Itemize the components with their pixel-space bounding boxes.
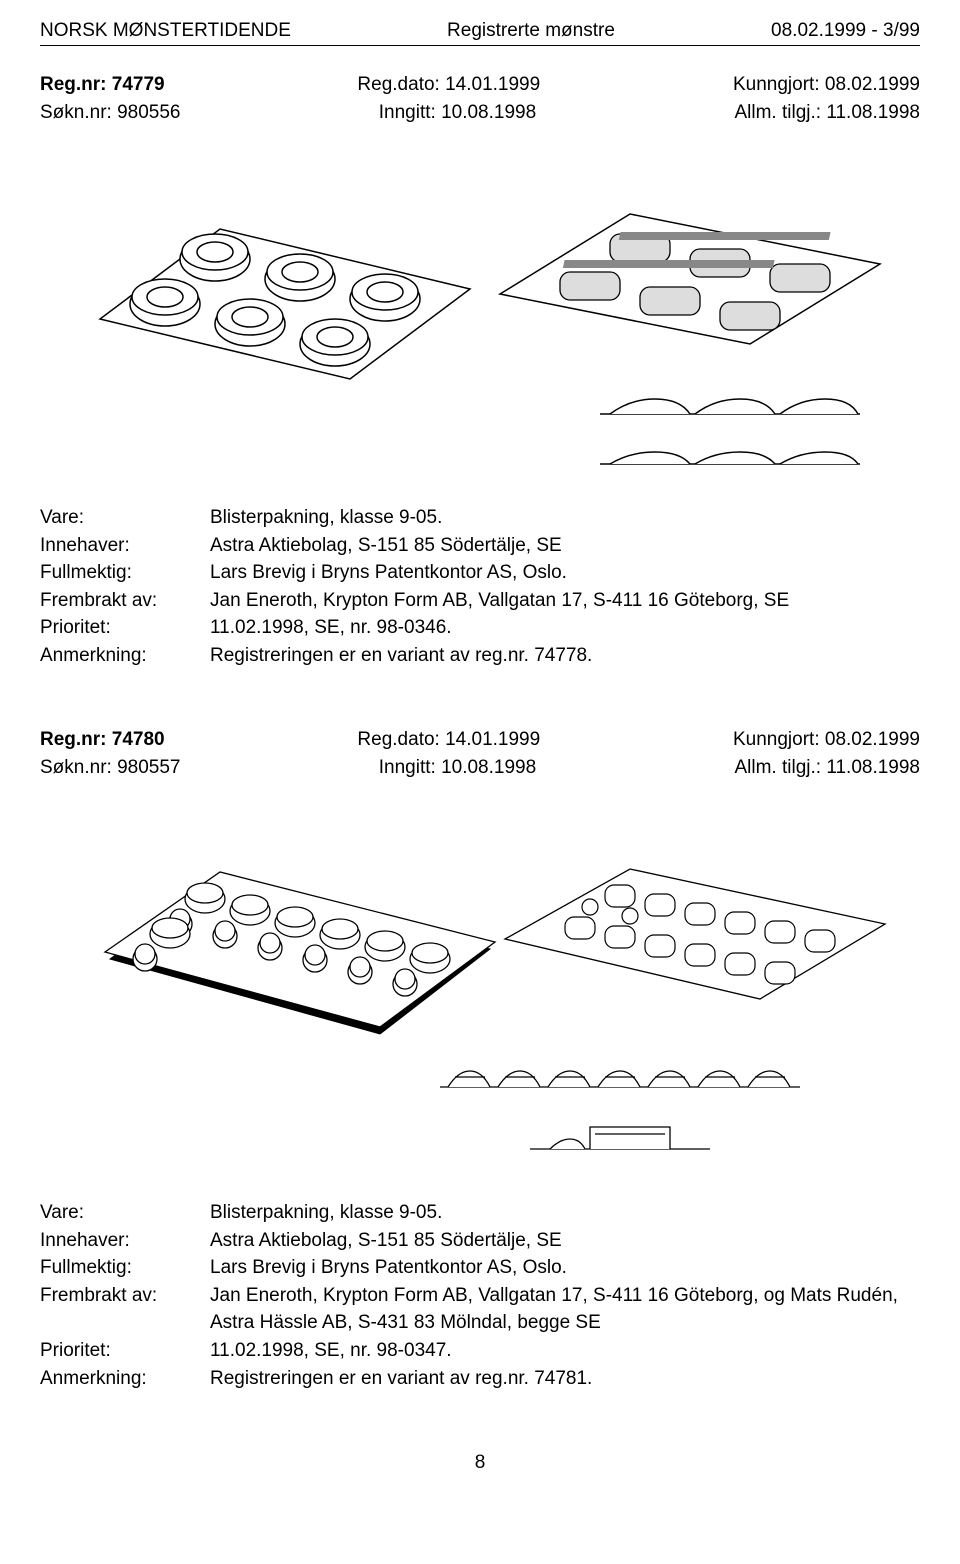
prioritet-label: Prioritet: xyxy=(40,614,210,642)
entry-1-figure xyxy=(40,144,920,474)
anmerkning-label: Anmerkning: xyxy=(40,1365,210,1393)
header-center: Registrerte mønstre xyxy=(447,20,615,42)
inngitt: Inngitt: 10.08.1998 xyxy=(379,102,536,124)
header-left: NORSK MØNSTERTIDENDE xyxy=(40,20,291,42)
kunngjort: Kunngjort: 08.02.1999 xyxy=(733,729,920,751)
entry-2-heading: Reg.nr: 74780 Reg.dato: 14.01.1999 Kunng… xyxy=(40,729,920,751)
frembrakt-label: Frembrakt av: xyxy=(40,587,210,615)
regdato: Reg.dato: 14.01.1999 xyxy=(357,729,540,751)
entry-2-figure xyxy=(40,799,920,1169)
innehaver-label: Innehaver: xyxy=(40,532,210,560)
frembrakt-value: Jan Eneroth, Krypton Form AB, Vallgatan … xyxy=(210,587,920,615)
header-right: 08.02.1999 - 3/99 xyxy=(771,20,920,42)
innehaver-value: Astra Aktiebolag, S-151 85 Södertälje, S… xyxy=(210,532,920,560)
inngitt: Inngitt: 10.08.1998 xyxy=(379,757,536,779)
entry-1-details: Vare:Blisterpakning, klasse 9-05. Inneha… xyxy=(40,504,920,669)
kunngjort: Kunngjort: 08.02.1999 xyxy=(733,74,920,96)
blister-pack-illustration-2 xyxy=(60,799,900,1169)
soknr: Søkn.nr: 980557 xyxy=(40,757,180,779)
fullmektig-value: Lars Brevig i Bryns Patentkontor AS, Osl… xyxy=(210,1254,920,1282)
entry-2-details: Vare:Blisterpakning, klasse 9-05. Inneha… xyxy=(40,1199,920,1392)
soknr: Søkn.nr: 980556 xyxy=(40,102,180,124)
blister-pack-illustration-1 xyxy=(60,144,900,474)
vare-value: Blisterpakning, klasse 9-05. xyxy=(210,504,920,532)
entry-1-heading: Reg.nr: 74779 Reg.dato: 14.01.1999 Kunng… xyxy=(40,74,920,96)
vare-value: Blisterpakning, klasse 9-05. xyxy=(210,1199,920,1227)
frembrakt-label: Frembrakt av: xyxy=(40,1282,210,1337)
prioritet-value: 11.02.1998, SE, nr. 98-0347. xyxy=(210,1337,920,1365)
innehaver-value: Astra Aktiebolag, S-151 85 Södertälje, S… xyxy=(210,1227,920,1255)
entry-2-subheading: Søkn.nr: 980557 Inngitt: 10.08.1998 Allm… xyxy=(40,757,920,779)
entry-1-subheading: Søkn.nr: 980556 Inngitt: 10.08.1998 Allm… xyxy=(40,102,920,124)
regdato: Reg.dato: 14.01.1999 xyxy=(357,74,540,96)
frembrakt-value: Jan Eneroth, Krypton Form AB, Vallgatan … xyxy=(210,1282,920,1337)
vare-label: Vare: xyxy=(40,504,210,532)
vare-label: Vare: xyxy=(40,1199,210,1227)
regnr: Reg.nr: 74780 xyxy=(40,729,165,751)
anmerkning-value: Registreringen er en variant av reg.nr. … xyxy=(210,642,920,670)
prioritet-label: Prioritet: xyxy=(40,1337,210,1365)
fullmektig-label: Fullmektig: xyxy=(40,1254,210,1282)
allm: Allm. tilgj.: 11.08.1998 xyxy=(734,102,920,124)
anmerkning-label: Anmerkning: xyxy=(40,642,210,670)
fullmektig-value: Lars Brevig i Bryns Patentkontor AS, Osl… xyxy=(210,559,920,587)
page-number: 8 xyxy=(40,1452,920,1474)
regnr: Reg.nr: 74779 xyxy=(40,74,165,96)
fullmektig-label: Fullmektig: xyxy=(40,559,210,587)
allm: Allm. tilgj.: 11.08.1998 xyxy=(734,757,920,779)
prioritet-value: 11.02.1998, SE, nr. 98-0346. xyxy=(210,614,920,642)
anmerkning-value: Registreringen er en variant av reg.nr. … xyxy=(210,1365,920,1393)
page-header: NORSK MØNSTERTIDENDE Registrerte mønstre… xyxy=(40,20,920,46)
innehaver-label: Innehaver: xyxy=(40,1227,210,1255)
